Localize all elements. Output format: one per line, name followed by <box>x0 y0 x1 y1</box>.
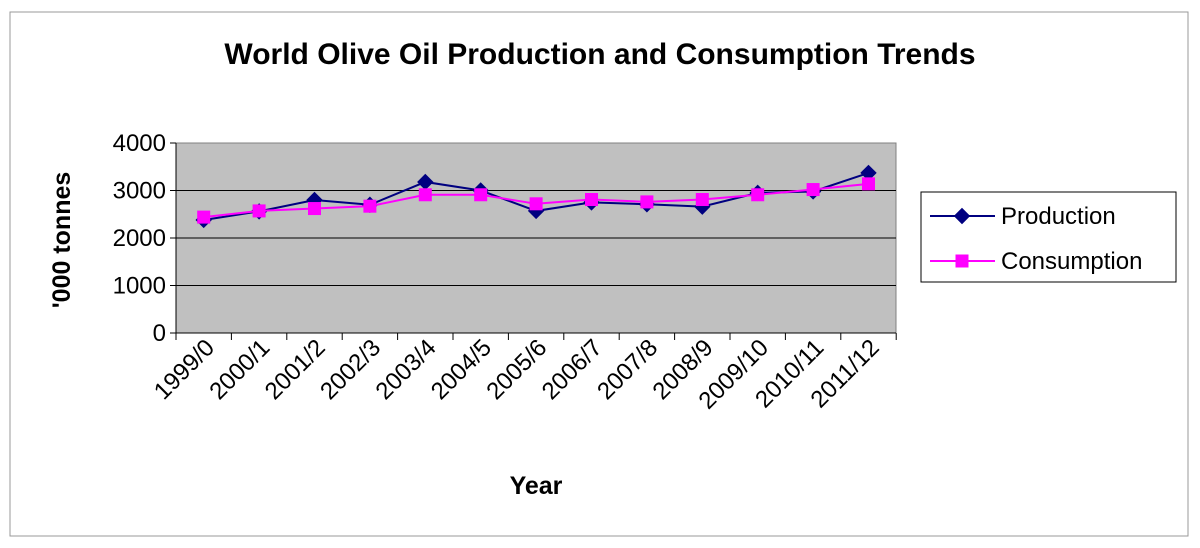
y-tick-label: 4000 <box>113 130 166 157</box>
y-tick-label: 0 <box>153 320 166 347</box>
data-point <box>474 188 488 202</box>
data-point <box>955 254 969 268</box>
x-axis-label: Year <box>510 472 563 500</box>
data-point <box>751 188 765 202</box>
y-tick-label: 1000 <box>113 273 166 300</box>
data-point <box>529 197 543 211</box>
y-tick-label: 2000 <box>113 225 166 252</box>
y-axis-label: '000 tonnes <box>48 172 76 309</box>
legend-label: Consumption <box>1001 248 1142 275</box>
data-point <box>695 193 709 207</box>
data-point <box>252 204 266 218</box>
series-consumption <box>197 177 875 224</box>
series-layer <box>195 164 877 229</box>
data-point <box>363 199 377 213</box>
chart-title: World Olive Oil Production and Consumpti… <box>224 38 975 71</box>
y-axis: 0 1000 2000 3000 4000 <box>113 130 177 347</box>
data-point <box>640 195 654 209</box>
data-point <box>862 177 875 191</box>
y-tick-label: 3000 <box>113 178 166 205</box>
legend: Production Consumption <box>920 191 1177 283</box>
data-point <box>197 210 211 224</box>
data-point <box>806 183 820 197</box>
data-point <box>953 207 971 225</box>
legend-item-consumption: Consumption <box>930 248 1142 275</box>
data-point <box>585 193 598 207</box>
legend-item-production: Production <box>930 203 1116 230</box>
legend-label: Production <box>1001 203 1116 230</box>
data-point <box>418 188 432 202</box>
gridlines <box>176 190 896 286</box>
data-point <box>308 202 321 216</box>
